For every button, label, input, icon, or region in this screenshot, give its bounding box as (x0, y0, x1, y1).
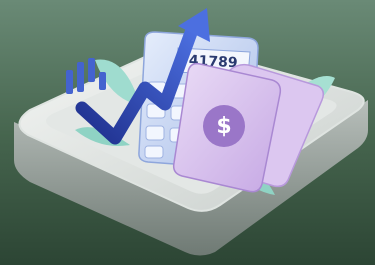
illustration: 41789 $ (0, 0, 375, 265)
dollar-symbol: $ (216, 114, 231, 139)
page: 41789 $ (() => { const data = JSON.parse… (0, 0, 375, 265)
